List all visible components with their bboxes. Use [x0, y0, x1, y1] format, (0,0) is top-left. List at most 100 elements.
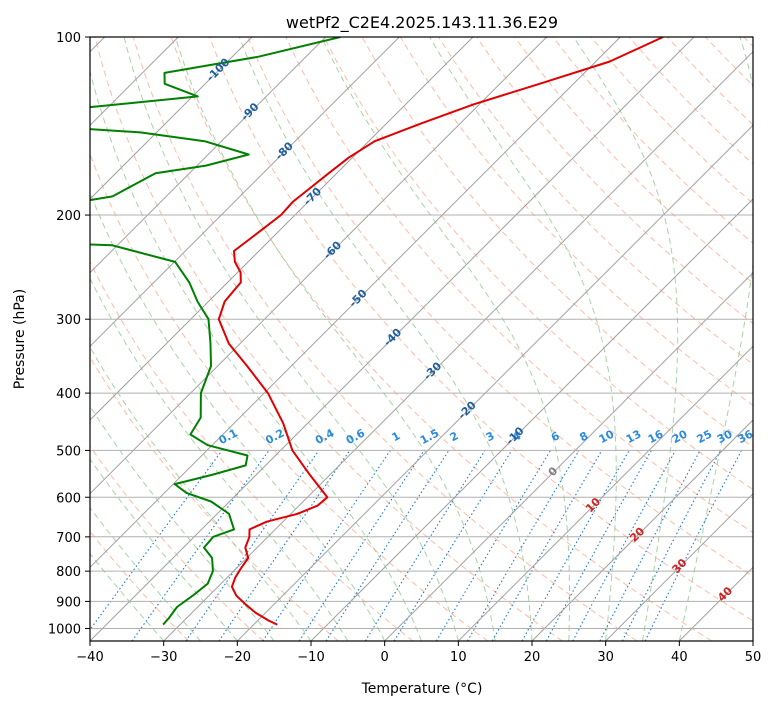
isotherm-label: -90 — [238, 100, 261, 123]
x-axis-title: Temperature (°C) — [361, 681, 483, 697]
dry-adiabat — [667, 37, 753, 126]
dry-adiabat — [209, 37, 753, 622]
isotherm-label: -50 — [346, 287, 369, 310]
mixing-ratio-label: 0.4 — [313, 426, 337, 447]
y-tick-label: 200 — [56, 209, 81, 224]
isotherm-label: -10 — [503, 424, 526, 447]
isotherm — [90, 37, 253, 200]
dry-adiabat — [90, 445, 264, 641]
x-tick-label: 30 — [597, 650, 614, 665]
mixing-ratio-label: 30 — [715, 427, 735, 446]
isotherm — [90, 37, 548, 495]
x-tick-label: 20 — [524, 650, 541, 665]
isotherm — [90, 37, 621, 569]
axes: −40 −30 −20 −10 0 10 20 30 40 5010020030040050060… — [48, 31, 761, 665]
isotherm-label: -100 — [204, 55, 233, 84]
mixing-ratio-line — [298, 450, 425, 641]
mixing-ratio-lines — [90, 450, 742, 641]
isotherm — [90, 37, 327, 274]
mixing-ratio-label: 13 — [624, 427, 644, 446]
dry-adiabat — [476, 37, 753, 325]
isotherm — [531, 419, 753, 641]
x-tick-label: 0 — [381, 650, 389, 665]
y-tick-label: 900 — [56, 595, 81, 610]
y-tick-label: 700 — [56, 531, 81, 546]
x-tick-label: −20 — [224, 650, 251, 665]
isotherms — [90, 37, 753, 641]
dry-adiabat — [437, 37, 753, 365]
y-axis-title: Pressure (hPa) — [12, 289, 28, 389]
mixing-ratio-label: 16 — [646, 427, 666, 446]
isotherm — [90, 37, 695, 641]
mixing-ratio-line — [467, 450, 580, 641]
dry-adiabat — [743, 37, 753, 48]
y-tick-label: 600 — [56, 491, 81, 506]
isotherm — [310, 198, 753, 641]
y-tick-label: 1000 — [48, 622, 81, 637]
x-tick-label: 50 — [745, 650, 762, 665]
mixing-ratio-label: 2 — [448, 429, 461, 444]
mixing-ratio-line — [545, 450, 652, 641]
mixing-ratio-line — [644, 450, 742, 641]
x-tick-label: −40 — [76, 650, 103, 665]
isotherm — [236, 124, 753, 641]
dry-adiabat — [323, 37, 753, 491]
dry-adiabat — [247, 37, 753, 577]
temperature-profile — [217, 37, 664, 626]
dry-adiabats — [90, 37, 753, 641]
dry-adiabat — [590, 37, 753, 205]
mixing-ratio-line — [185, 450, 320, 641]
mixing-ratio-label: 10 — [597, 427, 617, 446]
isotherm — [90, 37, 474, 421]
isotherm-label: 0 — [546, 464, 561, 479]
moist-adiabat — [90, 191, 386, 641]
isotherm-label: -80 — [273, 139, 296, 162]
moist-adiabat — [321, 37, 571, 641]
dry-adiabat — [285, 37, 753, 534]
isotherm — [605, 492, 753, 641]
dry-adiabat — [90, 356, 339, 641]
mixing-ratio-line — [262, 450, 391, 641]
isotherm — [384, 271, 753, 641]
chart-title: wetPf2_C2E4.2025.143.11.36.E29 — [286, 13, 558, 33]
isotherm — [678, 566, 753, 641]
x-tick-label: 40 — [671, 650, 688, 665]
moist-adiabat — [573, 37, 679, 641]
mixing-ratio-labels: 0.1 0.2 0.4 0.6 1 1.5 2 3 4 6 8 10 13 16 20 25 30 36 — [217, 426, 756, 447]
y-tick-label: 400 — [56, 387, 81, 402]
mixing-ratio-label: 36 — [736, 427, 756, 446]
isotherm — [752, 640, 753, 641]
mixing-ratio-label: 25 — [695, 427, 715, 446]
dewpoint-profile — [90, 37, 341, 626]
x-tick-label: −10 — [297, 650, 324, 665]
mixing-ratio-label: 0.6 — [344, 426, 368, 447]
dry-adiabat — [90, 530, 190, 641]
moist-adiabat — [90, 69, 422, 641]
mixing-ratio-line — [621, 450, 722, 641]
isotherm — [90, 37, 400, 348]
isotherm-label: -60 — [321, 238, 344, 261]
isotherm-label: -30 — [421, 359, 444, 382]
mixing-ratio-label: 0.1 — [217, 427, 240, 448]
isotherm-label: -70 — [301, 185, 324, 208]
moist-adiabat — [90, 277, 349, 641]
plot-area: 0.1 0.2 0.4 0.6 1 1.5 2 3 4 6 8 10 13 16 20 25 30 36-100-… — [90, 37, 756, 641]
isotherm — [457, 345, 753, 641]
dry-adiabat — [705, 37, 753, 87]
dry-adiabat — [132, 37, 638, 641]
mixing-ratio-line — [521, 450, 630, 641]
dry-adiabat — [90, 152, 488, 641]
mixing-ratio-label: 1.5 — [418, 427, 441, 448]
moist-adiabat — [90, 346, 312, 641]
moist-adiabat — [90, 506, 201, 641]
y-tick-label: 100 — [56, 31, 81, 46]
mixing-ratio-line — [572, 450, 676, 641]
isotherm-label: -40 — [381, 325, 404, 348]
mixing-ratio-line — [393, 450, 513, 641]
mixing-ratio-line — [218, 450, 351, 641]
dry-adiabat — [514, 37, 753, 284]
moist-adiabat — [123, 37, 459, 641]
x-tick-label: −30 — [150, 650, 177, 665]
moist-adiabat — [90, 552, 165, 641]
